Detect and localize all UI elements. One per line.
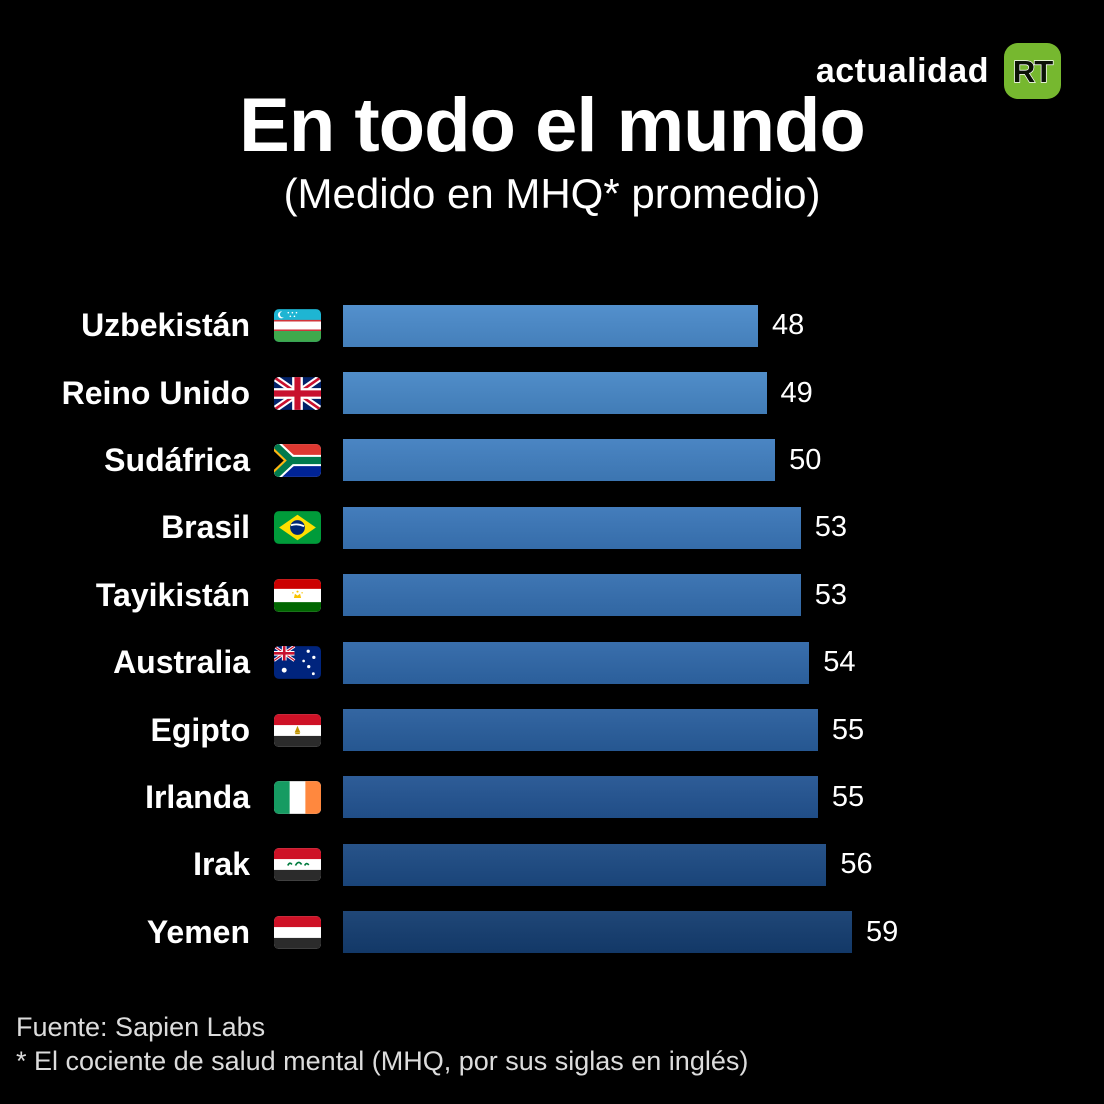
country-label: Tayikistán — [95, 576, 250, 613]
chart-row: Sudáfrica 50 — [0, 427, 1104, 494]
header-logo: actualidad RT — [816, 42, 1062, 100]
ireland-flag-icon — [274, 781, 321, 814]
bar — [343, 372, 767, 415]
rt-logo-icon: RT — [1003, 42, 1062, 100]
bar — [343, 506, 801, 549]
value-label: 53 — [814, 578, 848, 611]
chart-row: Uzbekistán 48 — [0, 292, 1104, 359]
country-label: Sudáfrica — [104, 441, 250, 478]
page-title: En todo el mundo — [239, 83, 866, 168]
iraq-flag-icon — [274, 848, 321, 882]
bar — [343, 574, 801, 617]
footer: Fuente: Sapien Labs * El cociente de sal… — [16, 1010, 748, 1078]
tajikistan-flag-icon — [274, 578, 321, 612]
united-kingdom-flag-icon — [274, 376, 321, 410]
egypt-flag-icon — [274, 713, 321, 747]
value-label: 48 — [772, 309, 805, 342]
chart-row: Tayikistán 53 — [0, 562, 1104, 629]
country-label: Yemen — [146, 913, 250, 950]
country-label: Reino Unido — [61, 374, 250, 411]
yemen-flag-icon — [274, 915, 321, 949]
brazil-flag-icon — [274, 511, 321, 545]
country-label: Australia — [113, 644, 250, 681]
page-subtitle: (Medido en MHQ* promedio) — [283, 169, 821, 217]
footer-source: Fuente: Sapien Labs — [16, 1012, 266, 1042]
value-label: 54 — [823, 646, 856, 679]
bar — [343, 709, 818, 752]
value-label: 50 — [789, 443, 822, 476]
value-label: 49 — [780, 376, 813, 409]
title-block: En todo el mundo (Medido en MHQ* promedi… — [0, 86, 1104, 218]
country-label: Uzbekistán — [81, 307, 250, 344]
value-label: 55 — [831, 780, 865, 813]
bar — [343, 304, 758, 347]
value-label: 56 — [840, 848, 873, 881]
chart-row: Irak 56 — [0, 831, 1104, 898]
value-label: 53 — [814, 511, 848, 544]
chart-row: Irlanda 55 — [0, 764, 1104, 831]
country-label: Brasil — [161, 509, 250, 546]
bar — [343, 439, 776, 482]
country-label: Irlanda — [145, 778, 250, 815]
footer-note: * El cociente de salud mental (MHQ, por … — [16, 1046, 749, 1076]
bar — [343, 843, 827, 886]
country-label: Egipto — [150, 711, 250, 748]
value-label: 59 — [866, 915, 899, 948]
australia-flag-icon — [274, 646, 321, 679]
logo-brand-text: actualidad — [815, 51, 989, 90]
south-africa-flag-icon — [274, 443, 321, 477]
bar — [343, 776, 818, 819]
chart-row: Australia 54 — [0, 629, 1104, 696]
uzbekistan-flag-icon — [274, 309, 321, 343]
chart-row: Reino Unido 49 — [0, 359, 1104, 426]
country-label: Irak — [193, 846, 250, 883]
bar-chart: Uzbekistán 48 Reino Unido 49 Sudáfrica 5… — [0, 292, 1104, 966]
value-label: 55 — [831, 713, 865, 746]
svg-text:RT: RT — [1013, 54, 1053, 89]
chart-row: Egipto 55 — [0, 696, 1104, 763]
bar — [343, 911, 853, 954]
chart-row: Yemen 59 — [0, 899, 1104, 966]
bar — [343, 641, 810, 684]
chart-row: Brasil 53 — [0, 494, 1104, 561]
